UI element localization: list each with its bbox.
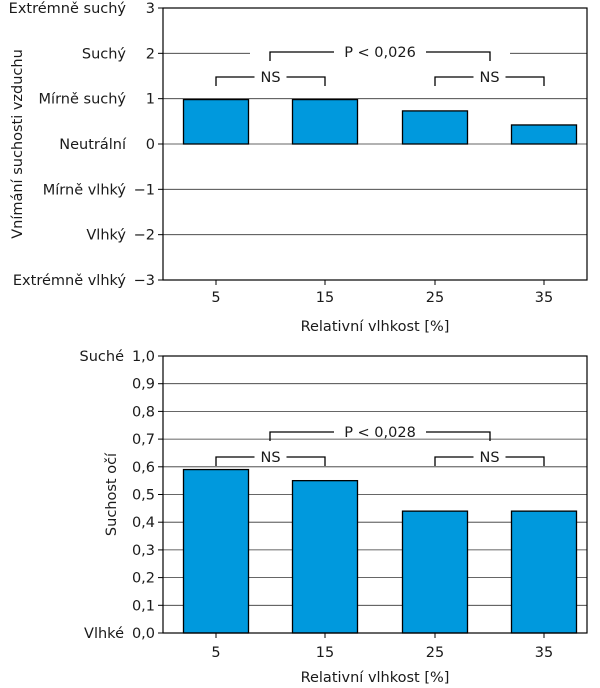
chart2-ytick-label: 1,0	[132, 349, 155, 365]
chart1-bar	[291, 98, 359, 145]
chart2-bar	[291, 479, 359, 634]
chart2-ytick-label: 0,1	[132, 598, 155, 614]
chart2-significance-bracket	[215, 456, 326, 466]
chart1-ycategory-label: Mírně vlhký	[43, 182, 127, 198]
chart1-ytick-label: −1	[134, 182, 155, 198]
chart2-ytick-label: 0,3	[132, 543, 155, 559]
chart2-category-label: 5	[211, 645, 220, 661]
chart2-x-axis-title: Relativní vlhkost [%]	[301, 670, 450, 686]
chart2-significance-label: NS	[479, 450, 499, 466]
chart2-significance-label: NS	[260, 450, 280, 466]
chart2-ytick-label: 0,6	[132, 460, 155, 476]
chart1-ytick-label: −3	[134, 273, 155, 289]
chart1-significance-bracket	[434, 76, 545, 86]
chart1-significance-bracket	[269, 51, 491, 61]
chart2-plot-frame	[162, 355, 588, 634]
chart1-category-label: 25	[426, 290, 444, 306]
chart1-bar	[182, 98, 250, 145]
chart1-ytick-label: 1	[146, 92, 155, 108]
chart1-ycategory-label: Extrémně suchý	[9, 1, 127, 17]
chart2-ytick-label: 0,8	[132, 404, 155, 420]
chart1-ycategory-label: Extrémně vlhký	[13, 273, 127, 289]
chart2-y-axis-title: Suchost očí	[104, 452, 120, 536]
chart1-ycategory-label: Suchý	[82, 46, 127, 62]
chart1-significance-label: NS	[479, 70, 499, 86]
chart1-ytick-label: 3	[146, 1, 155, 17]
chart1-bar	[510, 124, 578, 145]
chart1-category-label: 15	[316, 290, 334, 306]
chart2-category-label: 35	[535, 645, 553, 661]
chart1-plot-frame	[162, 7, 588, 281]
chart1-significance-label: NS	[260, 70, 280, 86]
chart2-bar	[510, 510, 578, 634]
chart1-ycategory-label: Mírně suchý	[39, 92, 127, 108]
chart1-category-label: 5	[211, 290, 220, 306]
chart1-significance-bracket	[215, 76, 326, 86]
chart1-ytick-label: 0	[146, 137, 155, 153]
chart1-category-label: 35	[535, 290, 553, 306]
chart1-ycategory-label: Vlhký	[86, 228, 126, 244]
chart1-ytick-label: 2	[146, 46, 155, 62]
chart2-ytick-label: 0,4	[132, 515, 155, 531]
chart2-significance-bracket	[434, 456, 545, 466]
chart2-ytick-label: 0,0	[132, 626, 155, 642]
chart2-significance-bracket	[269, 431, 491, 441]
chart1-ycategory-label: Neutrální	[59, 137, 127, 153]
chart1-bar	[401, 110, 469, 145]
chart2-category-label: 25	[426, 645, 444, 661]
chart1-y-axis-title: Vnímání suchosti vzduchu	[10, 49, 26, 239]
chart1-ytick-label: −2	[134, 228, 155, 244]
chart2-bar	[401, 510, 469, 634]
chart2-ytick-label: 0,9	[132, 377, 155, 393]
chart2-ytick-label: 0,7	[132, 432, 155, 448]
chart1-significance-label: P < 0,026	[344, 45, 416, 61]
chart2-ytick-label: 0,2	[132, 571, 155, 587]
chart2-ycategory-label: Vlhké	[84, 626, 124, 642]
chart1-x-axis-title: Relativní vlhkost [%]	[301, 319, 450, 335]
chart2-bar	[182, 468, 250, 634]
chart2-ytick-label: 0,5	[132, 488, 155, 504]
chart2-ycategory-label: Suché	[80, 349, 125, 365]
chart2-significance-label: P < 0,028	[344, 425, 416, 441]
chart2-category-label: 15	[316, 645, 334, 661]
